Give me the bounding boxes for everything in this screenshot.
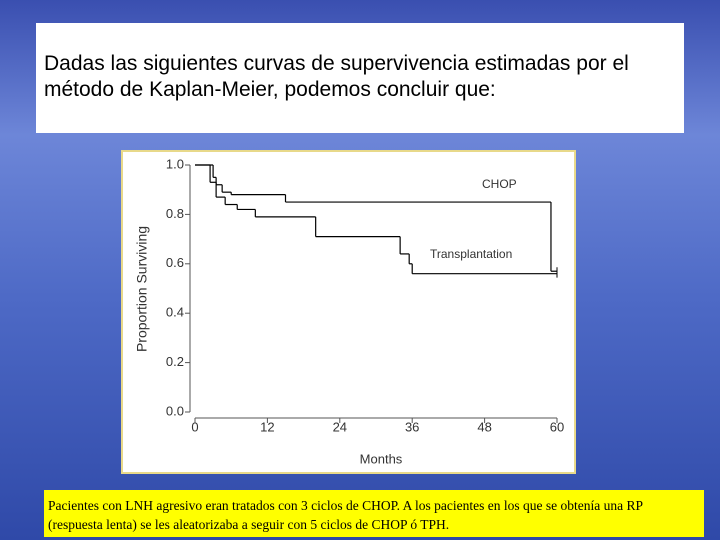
y-tick-label: 0.0	[166, 403, 184, 418]
y-tick-label: 0.8	[166, 206, 184, 221]
y-tick-label: 1.0	[166, 156, 184, 171]
caption: Pacientes con LNH agresivo eran tratados…	[44, 490, 704, 537]
y-tick-label: 0.6	[166, 255, 184, 270]
series-label: Transplantation	[430, 247, 512, 261]
slide-title: Dadas las siguientes curvas de supervive…	[36, 23, 684, 133]
x-tick-label: 60	[550, 419, 564, 434]
x-tick-label: 48	[477, 419, 491, 434]
series-label: CHOP	[482, 177, 517, 191]
x-axis-label: Months	[360, 451, 403, 466]
y-tick-label: 0.2	[166, 354, 184, 369]
x-tick-label: 36	[405, 419, 419, 434]
y-axis-label: Proportion Surviving	[134, 226, 150, 352]
x-tick-label: 0	[191, 419, 198, 434]
chart-frame	[121, 150, 576, 474]
x-tick-label: 24	[333, 419, 347, 434]
y-tick-label: 0.4	[166, 305, 184, 320]
x-tick-label: 12	[260, 419, 274, 434]
